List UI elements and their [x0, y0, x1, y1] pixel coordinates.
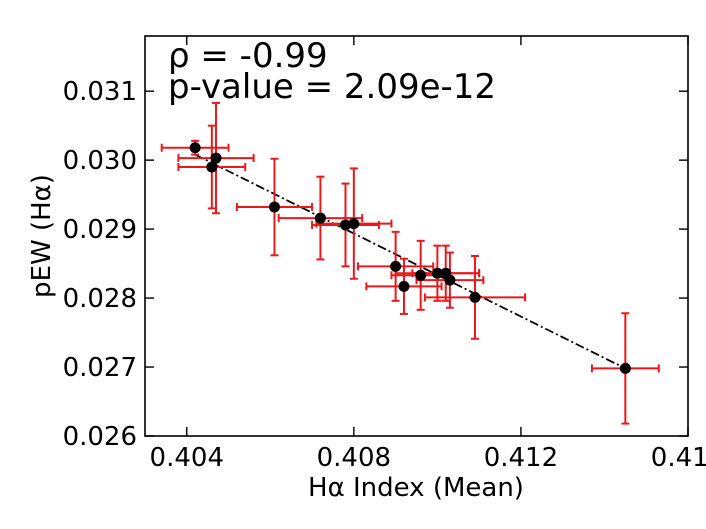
data-points-layer [189, 142, 631, 374]
ticks-layer: 0.404 0.408 0.412 0.416 0.026 0.027 0.028 0.029… [63, 36, 706, 473]
fit-line [194, 153, 626, 370]
y-tick-label: 0.031 [63, 77, 137, 107]
data-point [348, 218, 360, 230]
y-tick-label: 0.030 [63, 146, 137, 176]
data-point [619, 362, 631, 374]
x-tick-label: 0.408 [317, 443, 391, 473]
x-axis-label: Hα Index (Mean) [308, 473, 524, 503]
data-point [431, 267, 443, 279]
data-point [210, 152, 222, 164]
fit-line-layer [194, 153, 626, 370]
x-tick-label: 0.412 [484, 443, 558, 473]
x-tick-label: 0.416 [651, 443, 706, 473]
data-point [469, 291, 481, 303]
y-tick-label: 0.028 [63, 284, 137, 314]
data-point [444, 274, 456, 286]
data-point [206, 161, 218, 173]
y-tick-label: 0.026 [63, 422, 137, 452]
y-axis-label: pEW (Hα) [27, 174, 57, 298]
plot-frame [144, 35, 689, 437]
data-point [398, 280, 410, 292]
annotation-pvalue: p-value = 2.09e-12 [168, 67, 496, 107]
data-point [189, 142, 201, 154]
data-point [268, 201, 280, 213]
y-tick-label: 0.029 [63, 215, 137, 245]
annotation-rho: ρ = -0.99 [168, 36, 328, 76]
y-tick-label: 0.027 [63, 353, 137, 383]
data-point [339, 219, 351, 231]
data-point [314, 212, 326, 224]
data-point [390, 260, 402, 272]
data-point [415, 269, 427, 281]
x-tick-label: 0.404 [150, 443, 224, 473]
